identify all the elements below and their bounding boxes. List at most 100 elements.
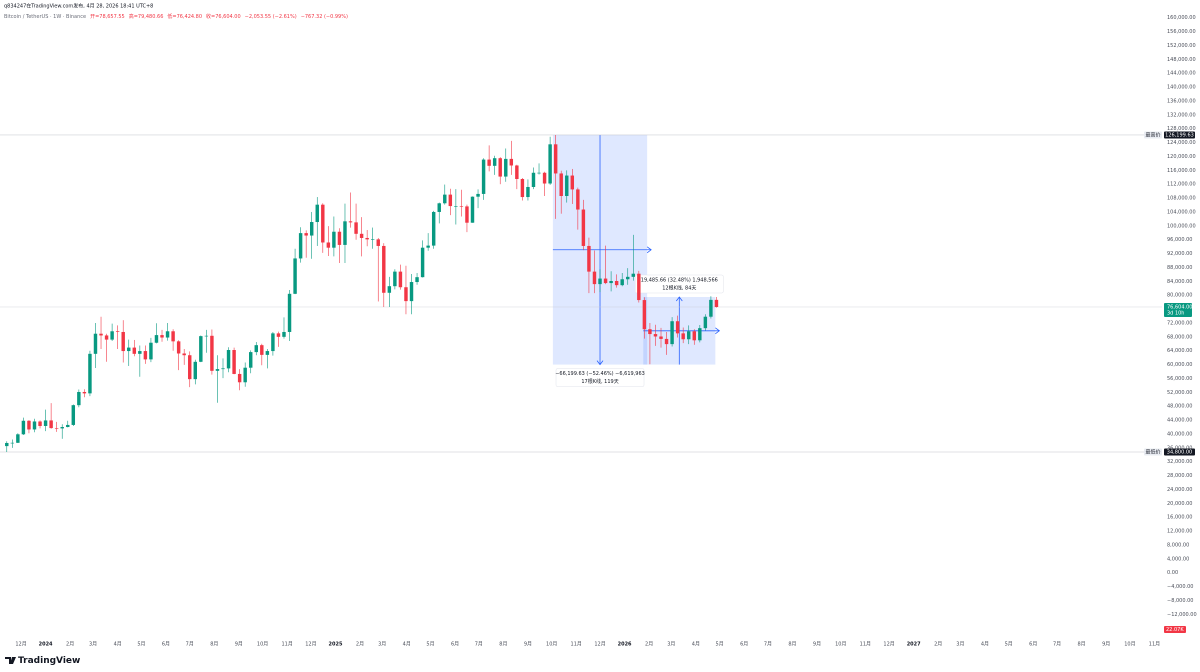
candle-body — [681, 333, 685, 340]
y-tick-label: 112,000.00 — [1167, 182, 1196, 188]
candle-body — [692, 331, 696, 341]
candle-body — [226, 350, 231, 369]
measure-arrowhead — [596, 360, 604, 366]
x-tick-label: 11月 — [1149, 642, 1160, 648]
candle-body — [221, 368, 225, 370]
candle-body — [176, 341, 181, 354]
candle-body — [210, 335, 214, 371]
candle-body — [43, 420, 48, 426]
candle-body — [237, 373, 242, 383]
candle-body — [626, 276, 630, 280]
x-tick-label: 6月 — [740, 642, 748, 648]
x-tick-label: 12月 — [594, 642, 605, 648]
x-tick-label: 3月 — [89, 642, 97, 648]
marker-value: 126,199.63 — [1165, 132, 1194, 138]
y-tick-label: 56,000.00 — [1167, 376, 1192, 382]
x-tick-label: 2025 — [329, 642, 343, 648]
candle-body — [60, 427, 64, 429]
candle-body — [143, 351, 148, 360]
candle-body — [343, 221, 347, 245]
candle-body — [165, 331, 170, 338]
ohlc-legend-value: −767.32 (−0.99%) — [301, 14, 348, 20]
last-price-value: 76,604.00 — [1167, 304, 1192, 310]
x-tick-label: 2月 — [934, 642, 942, 648]
candle-body — [21, 420, 26, 435]
candle-body — [637, 273, 641, 301]
x-tick-label: 2月 — [66, 642, 74, 648]
candle-body — [698, 328, 702, 341]
marker-value-box — [1164, 131, 1195, 139]
candle-body — [27, 420, 31, 430]
marker-name-box — [1144, 448, 1162, 456]
candle-body — [370, 239, 375, 240]
candle-body — [642, 300, 647, 330]
candle-body — [431, 211, 436, 246]
y-tick-label: 40,000.00 — [1167, 431, 1192, 437]
x-tick-label: 12月 — [305, 642, 316, 648]
candle-body — [121, 331, 125, 352]
y-tick-label: 24,000.00 — [1167, 487, 1192, 493]
y-tick-label: 48,000.00 — [1167, 404, 1192, 410]
y-tick-label: 28,000.00 — [1167, 473, 1192, 479]
candle-body — [592, 271, 597, 285]
candle-body — [492, 158, 497, 166]
y-tick-label: −12,000.00 — [1167, 612, 1197, 618]
y-tick-label: 136,000.00 — [1167, 98, 1196, 104]
candle-body — [354, 222, 358, 234]
ohlc-legend-value: 开=78,657.55 — [90, 14, 125, 20]
y-tick-label: 104,000.00 — [1167, 209, 1196, 215]
candle-body — [609, 280, 613, 284]
candle-body — [420, 247, 425, 278]
candle-body — [254, 345, 258, 353]
candle-body — [54, 428, 59, 429]
candle-body — [670, 321, 674, 345]
x-tick-label: 8月 — [1078, 642, 1086, 648]
x-tick-label: 4月 — [692, 642, 700, 648]
candle-body — [282, 331, 286, 337]
candle-body — [603, 278, 608, 284]
candle-body — [620, 279, 624, 286]
candle-body — [598, 278, 602, 285]
y-tick-label: 92,000.00 — [1167, 251, 1192, 257]
y-tick-label: 12,000.00 — [1167, 529, 1192, 535]
candle-body — [365, 237, 369, 240]
candle-body — [587, 245, 591, 272]
candle-body — [565, 175, 569, 197]
candle-body — [66, 424, 70, 428]
candle-body — [709, 299, 713, 317]
candle-body — [576, 189, 580, 210]
candle-body — [115, 331, 120, 332]
measure-label-box — [635, 274, 724, 294]
candle-body — [16, 434, 20, 443]
candle-body — [199, 336, 203, 362]
symbol: Bitcoin / TetherUS · 1W · Binance — [4, 14, 86, 20]
candle-body — [398, 271, 403, 288]
candle-body — [515, 165, 519, 180]
candle-body — [581, 209, 586, 246]
measure-label: 19,485.66 (32.48%) 1,948,566 — [641, 277, 718, 283]
y-tick-label: 68,000.00 — [1167, 334, 1192, 340]
x-tick-label: 9月 — [524, 642, 532, 648]
candle-body — [653, 334, 658, 337]
x-tick-label: 4月 — [981, 642, 989, 648]
candle-body — [404, 287, 408, 302]
candle-body — [276, 333, 281, 337]
candle-body — [293, 258, 297, 294]
y-tick-label: 80,000.00 — [1167, 293, 1192, 299]
x-tick-label: 2月 — [645, 642, 653, 648]
x-tick-label: 3月 — [956, 642, 964, 648]
candle-body — [520, 179, 525, 198]
y-tick-label: 44,000.00 — [1167, 418, 1192, 424]
candle-body — [88, 353, 92, 394]
x-tick-label: 10月 — [257, 642, 268, 648]
candle-body — [315, 204, 319, 223]
candle-body — [304, 233, 308, 236]
candle-body — [465, 206, 469, 223]
candle-body — [249, 352, 253, 368]
candle-body — [215, 369, 220, 371]
candle-body — [481, 159, 486, 194]
candle-body — [559, 173, 563, 197]
y-tick-label: 64,000.00 — [1167, 348, 1192, 354]
y-tick-label: 148,000.00 — [1167, 57, 1196, 63]
candle-body — [271, 333, 275, 352]
